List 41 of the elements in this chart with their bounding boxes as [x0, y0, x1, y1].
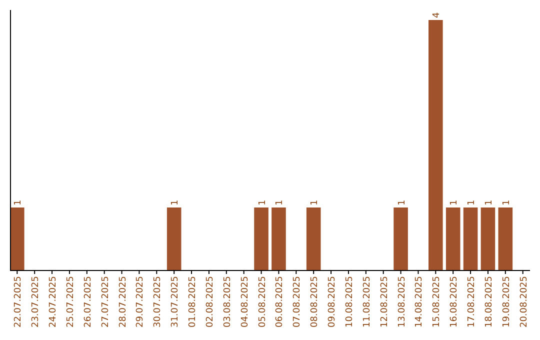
x-tick-label: 20.08.2025 — [519, 276, 530, 328]
x-tick-label: 31.07.2025 — [170, 276, 181, 328]
data-label: 4 — [432, 12, 442, 18]
data-label: 1 — [170, 200, 181, 206]
x-tick-label: 27.07.2025 — [100, 276, 111, 328]
x-tick-label: 23.07.2025 — [31, 276, 42, 328]
x-tick-label: 12.08.2025 — [380, 276, 390, 328]
x-tick-label: 13.08.2025 — [397, 276, 408, 328]
x-tick-label: 10.08.2025 — [344, 276, 355, 328]
data-label: 1 — [467, 200, 478, 206]
x-tick-label: 22.07.2025 — [14, 276, 24, 328]
data-label: 1 — [484, 200, 494, 206]
data-label: 1 — [450, 200, 460, 206]
x-tick-label: 14.08.2025 — [414, 276, 425, 328]
x-tick-label: 28.07.2025 — [118, 276, 128, 328]
data-label: 1 — [310, 200, 320, 206]
x-tick-label: 08.08.2025 — [310, 276, 320, 328]
data-label: 1 — [14, 200, 24, 206]
data-label: 1 — [275, 200, 286, 206]
x-tick-label: 26.07.2025 — [83, 276, 94, 328]
x-tick-label: 25.07.2025 — [66, 276, 76, 328]
x-tick-label: 30.07.2025 — [153, 276, 164, 328]
x-tick-label: 03.08.2025 — [222, 276, 233, 328]
x-tick-label: 29.07.2025 — [136, 276, 146, 328]
data-label: 1 — [397, 200, 408, 206]
data-label: 1 — [258, 200, 268, 206]
x-tick-label: 16.08.2025 — [450, 276, 460, 328]
x-tick-label: 15.08.2025 — [432, 276, 442, 328]
x-tick-label: 18.08.2025 — [484, 276, 494, 328]
x-tick-label: 01.08.2025 — [188, 276, 198, 328]
x-tick-label: 05.08.2025 — [258, 276, 268, 328]
data-label: 1 — [502, 200, 512, 206]
x-tick-label: 06.08.2025 — [275, 276, 286, 328]
x-tick-label: 09.08.2025 — [328, 276, 338, 328]
x-tick-label: 11.08.2025 — [362, 276, 372, 328]
x-tick-label: 04.08.2025 — [240, 276, 250, 328]
x-tick-label: 24.07.2025 — [48, 276, 59, 328]
x-tick-label: 07.08.2025 — [292, 276, 303, 328]
x-tick-label: 17.08.2025 — [467, 276, 478, 328]
x-tick-label: 02.08.2025 — [205, 276, 216, 328]
x-tick-label: 19.08.2025 — [502, 276, 512, 328]
